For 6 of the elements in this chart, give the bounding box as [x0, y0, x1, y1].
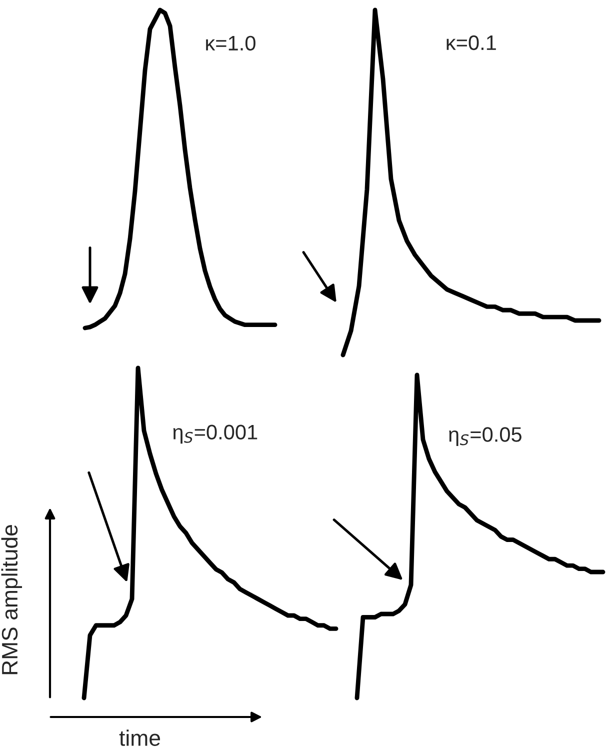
annotation: κ=1.0: [206, 36, 256, 51]
annotation: κ=0.1: [446, 35, 496, 50]
annotation: η$_{S}$=0.001: [173, 424, 258, 444]
x-axis-title: time: [119, 730, 160, 746]
y-axis-title: RMS amplitude: [1, 525, 22, 674]
annotation: η$_{S}$=0.05: [449, 427, 522, 446]
